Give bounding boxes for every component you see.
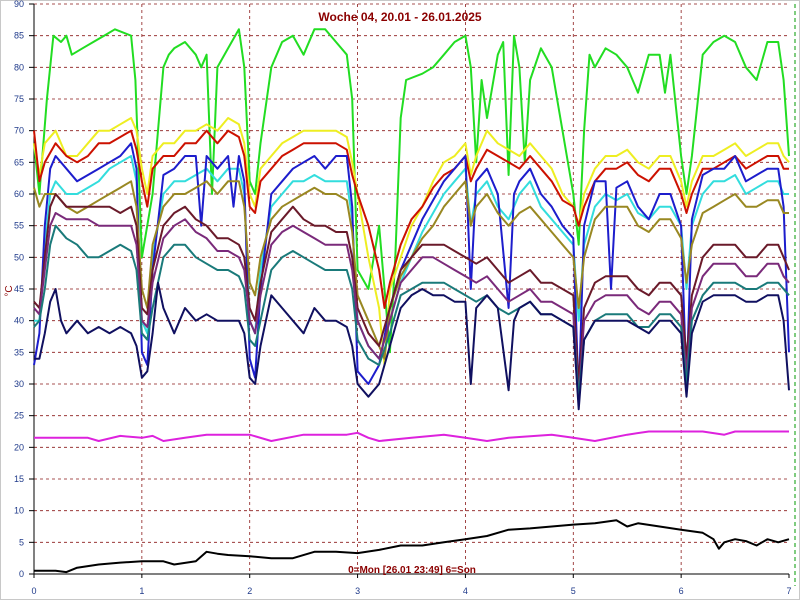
text-layer: Woche 04, 20.01 - 26.01.2025 0=Mon [26.0… [4, 10, 482, 576]
y-tick-label: 10 [14, 506, 24, 516]
y-tick-label: 60 [14, 189, 24, 199]
series-line-2 [33, 117, 790, 366]
y-tick-label: 35 [14, 347, 24, 357]
y-tick-label: 50 [14, 252, 24, 262]
y-tick-label: 75 [14, 94, 24, 104]
x-tick-label: 6 [679, 586, 684, 596]
series-line-11 [34, 430, 789, 442]
x-tick-label: 1 [139, 586, 144, 596]
x-tick-label: 2 [247, 586, 252, 596]
y-tick-label: 40 [14, 316, 24, 326]
y-axis-label: °C [4, 285, 15, 296]
y-tick-label: 25 [14, 411, 24, 421]
x-tick-label: 0 [31, 586, 36, 596]
y-tick-label: 80 [14, 62, 24, 72]
series-layer [33, 28, 790, 574]
x-tick-label: 3 [355, 586, 360, 596]
status-label: 0=Mon [26.01 23:49] 6=Son [348, 565, 476, 576]
grid-layer [34, 3, 789, 574]
y-tick-label: 90 [14, 0, 24, 9]
series-line-3 [33, 129, 789, 309]
y-tick-label: 55 [14, 221, 24, 231]
y-tick-label: 0 [19, 569, 24, 579]
y-tick-label: 15 [14, 474, 24, 484]
x-tick-label: 7 [786, 586, 791, 596]
y-tick-label: 20 [14, 442, 24, 452]
chart-title: Woche 04, 20.01 - 26.01.2025 [318, 10, 482, 24]
x-tick-label: 5 [571, 586, 576, 596]
series-line-8 [33, 212, 790, 398]
series-line-10 [34, 281, 790, 411]
series-line-9 [33, 224, 790, 398]
y-tick-label: 30 [14, 379, 24, 389]
y-tick-label: 85 [14, 31, 24, 41]
x-tick-label: 4 [463, 586, 468, 596]
y-tick-label: 70 [14, 126, 24, 136]
y-tick-label: 65 [14, 157, 24, 167]
series-line-1 [33, 28, 790, 354]
y-tick-label: 5 [19, 537, 24, 547]
y-tick-label: 45 [14, 284, 24, 294]
series-line-12 [34, 519, 790, 574]
series-line-7 [33, 193, 790, 385]
